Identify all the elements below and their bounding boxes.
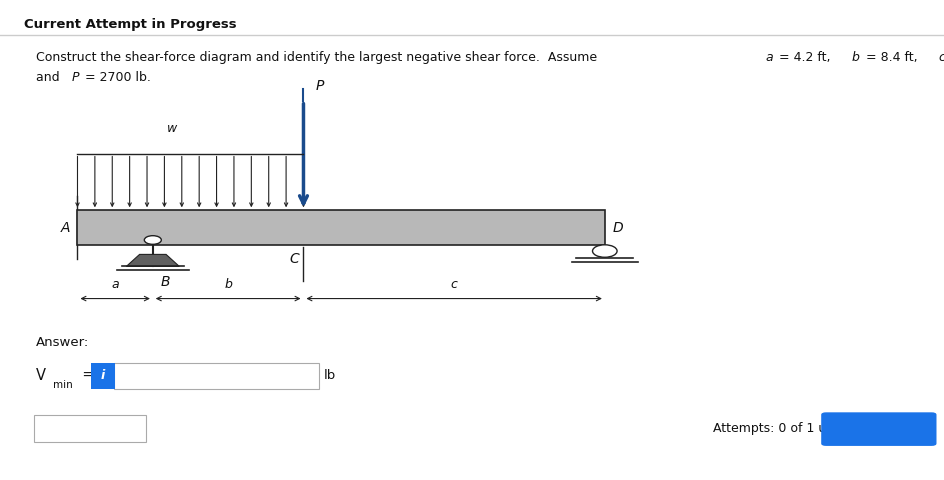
Text: C: C [289,252,298,265]
Text: = 8.4 ft,: = 8.4 ft, [861,51,920,64]
Text: c: c [937,51,944,64]
Text: Submit Answer: Submit Answer [826,422,930,436]
Text: A: A [60,220,70,235]
Text: = 4.2 ft,: = 4.2 ft, [774,51,834,64]
Text: i: i [101,369,105,382]
Text: Attempts: 0 of 1 used: Attempts: 0 of 1 used [713,421,848,435]
Text: = 2700 lb.: = 2700 lb. [81,71,151,84]
Text: D: D [612,220,622,235]
Text: Construct the shear-force diagram and identify the largest negative shear force.: Construct the shear-force diagram and id… [36,51,600,64]
Text: w: w [166,122,177,135]
Text: Answer:: Answer: [36,336,89,349]
Text: a: a [765,51,772,64]
Text: lb: lb [324,369,336,382]
FancyBboxPatch shape [91,363,115,389]
Circle shape [144,236,161,244]
Text: b: b [224,278,232,291]
Text: =: = [78,368,99,383]
Text: c: c [450,278,457,291]
Text: Current Attempt in Progress: Current Attempt in Progress [24,18,236,31]
FancyBboxPatch shape [34,415,146,442]
FancyBboxPatch shape [820,412,936,446]
Circle shape [592,245,616,257]
Text: B: B [160,275,170,288]
Text: P: P [315,79,324,94]
Text: and: and [36,71,63,84]
Text: Save for Later: Save for Later [48,421,131,435]
Text: b: b [851,51,859,64]
Bar [77,210,604,245]
FancyBboxPatch shape [114,363,319,389]
Text: min: min [53,380,73,390]
Text: a: a [111,278,119,291]
Text: V: V [36,368,46,383]
Text: P: P [72,71,79,84]
Polygon shape [126,254,179,266]
